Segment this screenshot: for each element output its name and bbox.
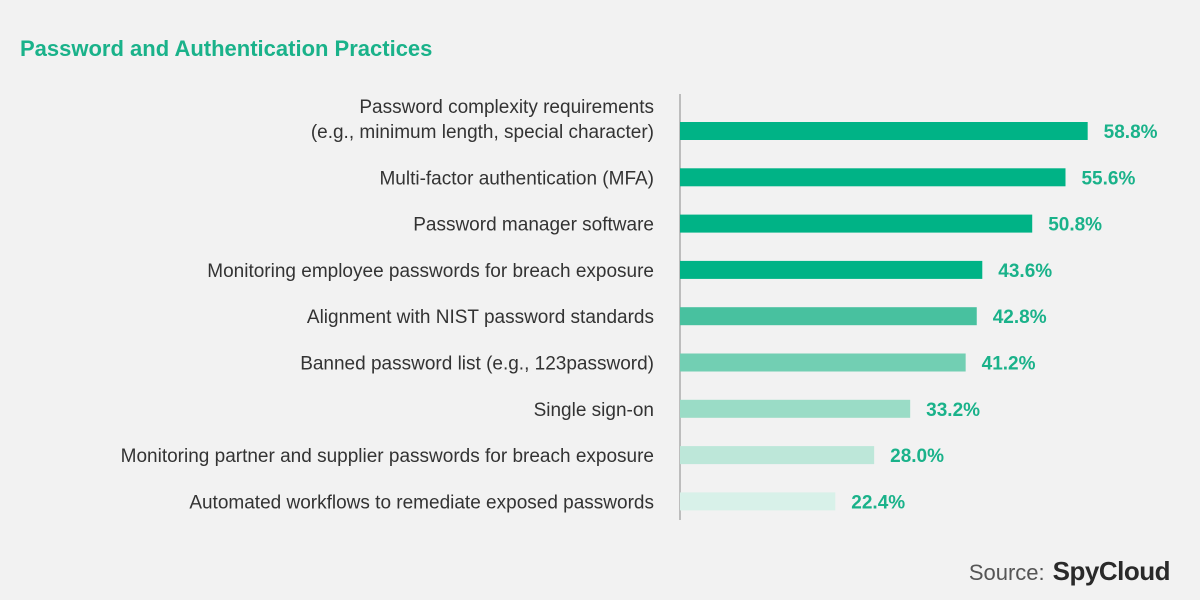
bar <box>680 353 966 372</box>
chart-title: Password and Authentication Practices <box>20 36 433 61</box>
category-label: (e.g., minimum length, special character… <box>311 122 654 143</box>
value-label: 28.0% <box>890 446 944 467</box>
source-label: Source: <box>968 560 1045 585</box>
value-label: 43.6% <box>998 261 1052 282</box>
category-label: Password manager software <box>413 215 654 236</box>
category-label: Multi-factor authentication (MFA) <box>379 168 654 189</box>
bar <box>680 399 911 418</box>
category-label: Single sign-on <box>534 400 654 421</box>
bar <box>680 260 983 279</box>
category-label: Alignment with NIST password standards <box>307 307 654 328</box>
bar <box>680 214 1033 233</box>
category-label: Banned password list (e.g., 123password) <box>300 354 654 375</box>
value-label: 58.8% <box>1104 122 1158 143</box>
value-label: 33.2% <box>926 400 980 421</box>
category-label: Monitoring partner and supplier password… <box>121 446 654 467</box>
category-label: Automated workflows to remediate exposed… <box>189 492 654 513</box>
bar-chart: 58.8% Password complexity requirements (e.… <box>121 94 1158 520</box>
bar <box>680 122 1088 140</box>
bar <box>680 492 836 511</box>
bar <box>680 307 977 326</box>
value-label: 22.4% <box>851 492 905 513</box>
value-label: 55.6% <box>1081 168 1135 189</box>
value-label: 50.8% <box>1048 215 1102 236</box>
bar <box>680 168 1066 187</box>
category-label: Monitoring employee passwords for breach… <box>207 261 654 282</box>
bar <box>680 446 875 465</box>
brand-logo: SpyCloud <box>1052 556 1171 586</box>
category-label: Password complexity requirements <box>359 97 654 118</box>
source-credit: Source: SpyCloud <box>968 556 1171 587</box>
value-label: 41.2% <box>982 354 1036 375</box>
value-label: 42.8% <box>993 307 1047 328</box>
